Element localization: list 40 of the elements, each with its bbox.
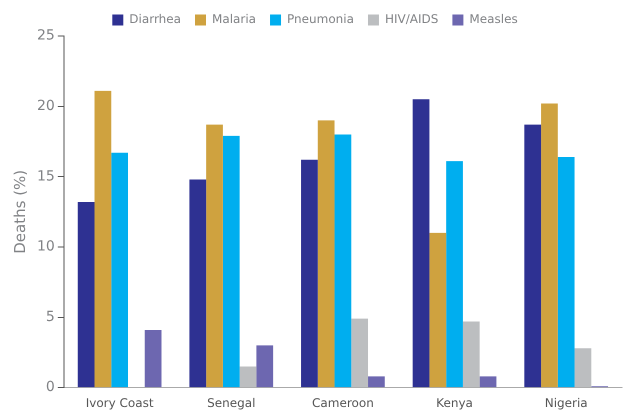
bar (368, 376, 385, 388)
y-tick-label: 0 (46, 379, 55, 396)
bar (480, 376, 496, 388)
y-axis-title: Deaths (%) (10, 170, 29, 254)
bar (240, 366, 256, 388)
bar (429, 232, 446, 388)
bar (301, 160, 318, 388)
x-tick-label: Ivory Coast (86, 396, 154, 410)
bar (541, 104, 558, 388)
bar (574, 348, 592, 388)
bar (446, 161, 463, 388)
bar (78, 202, 95, 388)
legend-label: Diarrhea (129, 12, 182, 26)
legend-label: HIV/AIDS (384, 12, 438, 26)
y-tick-label: 25 (36, 28, 55, 44)
x-tick-label: Cameroon (312, 396, 374, 410)
y-tick-label: 10 (36, 238, 55, 255)
bar (222, 136, 240, 388)
y-tick-label: 15 (36, 168, 55, 184)
bar (189, 179, 206, 388)
legend-label: Malaria (212, 12, 256, 26)
bar (144, 330, 162, 388)
x-tick-label: Kenya (436, 396, 473, 410)
bar (462, 322, 480, 388)
y-tick-label: 5 (46, 308, 55, 325)
x-tick-label: Senegal (207, 396, 256, 410)
legend-label: Pneumonia (287, 12, 354, 26)
bar (111, 152, 128, 388)
bar (351, 318, 368, 388)
bar (206, 124, 223, 388)
x-tick-label: Nigeria (544, 396, 588, 410)
bar (318, 120, 335, 388)
bar (94, 90, 112, 388)
legend-label: Measles (469, 12, 518, 26)
bar (412, 99, 430, 388)
bar (334, 134, 352, 388)
bar (524, 124, 542, 388)
y-tick-label: 20 (36, 98, 55, 114)
bar (256, 345, 274, 388)
bar (558, 156, 575, 388)
